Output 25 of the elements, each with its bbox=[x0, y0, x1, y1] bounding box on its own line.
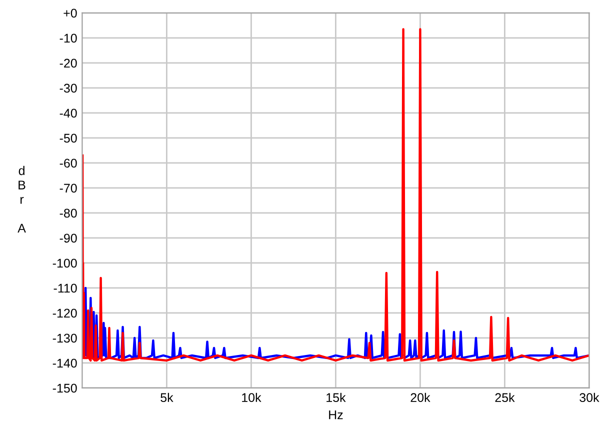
y-tick-label: -110 bbox=[54, 284, 77, 293]
y-tick-label: -120 bbox=[52, 308, 77, 318]
y-tick-label: -30 bbox=[60, 84, 77, 93]
x-axis-title: Hz bbox=[329, 410, 343, 420]
y-tick-label: -60 bbox=[60, 158, 77, 168]
line-series bbox=[82, 28, 590, 362]
y-tick-label: -20 bbox=[60, 58, 77, 68]
x-tick-label: 5k bbox=[160, 392, 174, 402]
y-tick-label: -130 bbox=[52, 334, 77, 343]
y-tick-label: -40 bbox=[60, 108, 77, 118]
x-tick-label: 20k bbox=[410, 392, 430, 402]
x-tick-label: 25k bbox=[495, 392, 515, 402]
y-tick-label: -10 bbox=[60, 34, 77, 43]
y-tick-label: -50 bbox=[60, 134, 77, 143]
y-tick-label: -90 bbox=[60, 234, 77, 243]
x-tick-label: 15k bbox=[326, 392, 346, 402]
x-tick-label: 10k bbox=[242, 392, 262, 402]
y-tick-label: -100 bbox=[52, 258, 77, 268]
y-tick-label: -70 bbox=[60, 184, 77, 193]
y-tick-label: -140 bbox=[52, 358, 77, 368]
y-tick-label: +0 bbox=[64, 8, 77, 18]
y-tick-label: -80 bbox=[60, 208, 77, 218]
text: d B r A bbox=[18, 166, 26, 232]
x-tick-label: 30k bbox=[580, 392, 600, 402]
y-tick-label: -150 bbox=[52, 384, 77, 393]
